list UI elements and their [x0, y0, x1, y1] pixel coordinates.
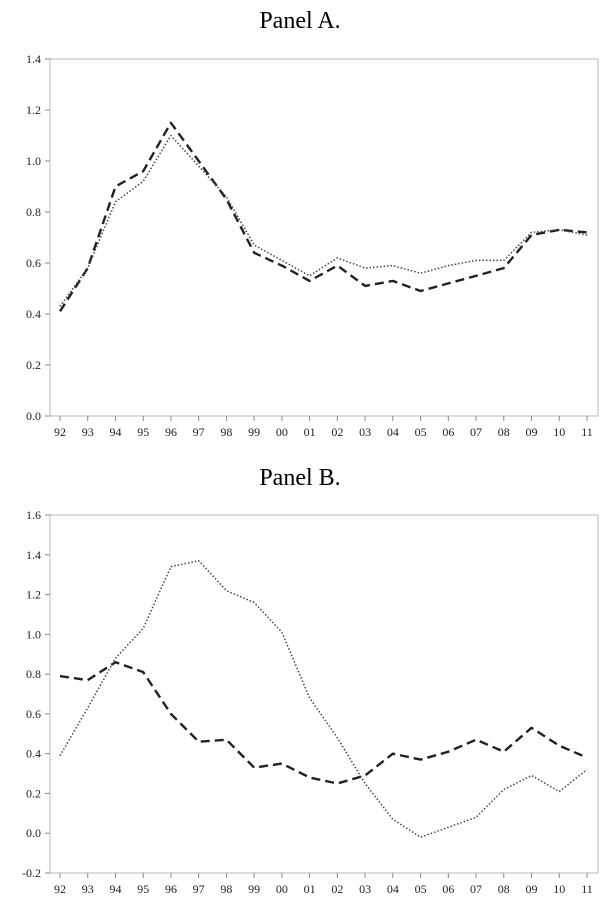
panel-a-chart: 0.0 0.2 0.4 0.6 0.8 1.0 1.2 1.4 92 93 94 95 96 97 98 99…: [26, 52, 599, 439]
panel-b-y-tick-label: 1.6: [26, 508, 41, 522]
panel-a-y-tick-label: 1.0: [26, 154, 41, 168]
panel-a-x-tick-label: 11: [581, 425, 593, 439]
panel-b-y-tick-label: 0.8: [26, 667, 41, 681]
panel-a-y-tick-label: 0.6: [26, 256, 41, 270]
panel-b-x-tick-label: 08: [498, 882, 510, 896]
panel-a-x-tick-label: 97: [193, 425, 205, 439]
panel-a-x-tick-label: 04: [387, 425, 399, 439]
panel-a-title: Panel A.: [259, 8, 341, 34]
panel-a-x-tick-label: 92: [54, 425, 66, 439]
panel-a-x-tick-label: 00: [276, 425, 288, 439]
panel-b-x-tick-label: 02: [331, 882, 343, 896]
panel-a-y-tick-label: 1.2: [26, 103, 41, 117]
panel-a-x-tick-label: 02: [331, 425, 343, 439]
panel-b-y-tick-label: 0.2: [26, 786, 41, 800]
panel-a-x-tick-label: 03: [359, 425, 371, 439]
panel-a-y-tick-label: 0.4: [26, 307, 41, 321]
panel-b-series-dashed-line: [59, 661, 588, 785]
panel-a-plot-frame: [49, 58, 599, 417]
panel-a-x-tick-label: 06: [442, 425, 454, 439]
panel-a-x-tick-label: 98: [220, 425, 232, 439]
panel-a-x-tick-label: 96: [165, 425, 177, 439]
panel-b-y-tick-label: 0.6: [26, 707, 41, 721]
panel-b-x-tick-label: 96: [165, 882, 177, 896]
panel-a-x-tick-label: 95: [137, 425, 149, 439]
panel-b-title: Panel B.: [259, 465, 341, 491]
panel-a-x-tick-label: 08: [498, 425, 510, 439]
panel-a-y-tick-label: 0.0: [26, 409, 41, 423]
panel-b-x-tick-label: 11: [581, 882, 593, 896]
panel-a-y-tick-label: 1.4: [26, 52, 41, 66]
panel-b-x-tick-label: 04: [387, 882, 399, 896]
panel-a-x-tick-label: 10: [553, 425, 565, 439]
panel-a-x-tick-label: 09: [526, 425, 538, 439]
panel-b-y-tick-label: 1.4: [26, 548, 41, 562]
panel-a-x-tick-label: 05: [415, 425, 427, 439]
panel-b-x-tick-label: 99: [248, 882, 260, 896]
panel-b-y-tick-label: 1.2: [26, 588, 41, 602]
panel-b-x-tick-label: 07: [470, 882, 482, 896]
panel-a-series-dotted-line: [59, 134, 588, 307]
panel-a-y-tick-label: 0.2: [26, 358, 41, 372]
panel-b-x-tick-label: 09: [526, 882, 538, 896]
panel-b-x-tick-label: 93: [82, 882, 94, 896]
panel-b-x-tick-label: 98: [220, 882, 232, 896]
panel-b-x-tick-label: 05: [415, 882, 427, 896]
panel-b-x-tick-label: 92: [54, 882, 66, 896]
panel-a-x-tick-label: 94: [109, 425, 121, 439]
panel-b-series-dotted-line: [59, 559, 588, 838]
panel-b-y-tick-label: 1.0: [26, 627, 41, 641]
panel-b-y-tick-label: 0.4: [26, 747, 41, 761]
panel-b-x-tick-label: 95: [137, 882, 149, 896]
panel-a-x-tick-label: 01: [304, 425, 316, 439]
panel-b-x-tick-label: 01: [304, 882, 316, 896]
panel-b-y-tick-label: -0.2: [22, 866, 41, 880]
panel-b-x-tick-label: 00: [276, 882, 288, 896]
panel-a-y-tick-label: 0.8: [26, 205, 41, 219]
panel-b-x-tick-label: 03: [359, 882, 371, 896]
panel-a-x-tick-label: 93: [82, 425, 94, 439]
panel-b-x-tick-label: 10: [553, 882, 565, 896]
panel-b-x-tick-label: 97: [193, 882, 205, 896]
panel-b-x-tick-label: 94: [109, 882, 121, 896]
panel-a-x-tick-label: 99: [248, 425, 260, 439]
panel-b-plot-frame: [49, 514, 599, 874]
panel-a-series-dashed-line: [58, 121, 588, 313]
panel-a-x-tick-label: 07: [470, 425, 482, 439]
panel-b-x-tick-label: 06: [442, 882, 454, 896]
panel-b-y-tick-label: 0.0: [26, 826, 41, 840]
